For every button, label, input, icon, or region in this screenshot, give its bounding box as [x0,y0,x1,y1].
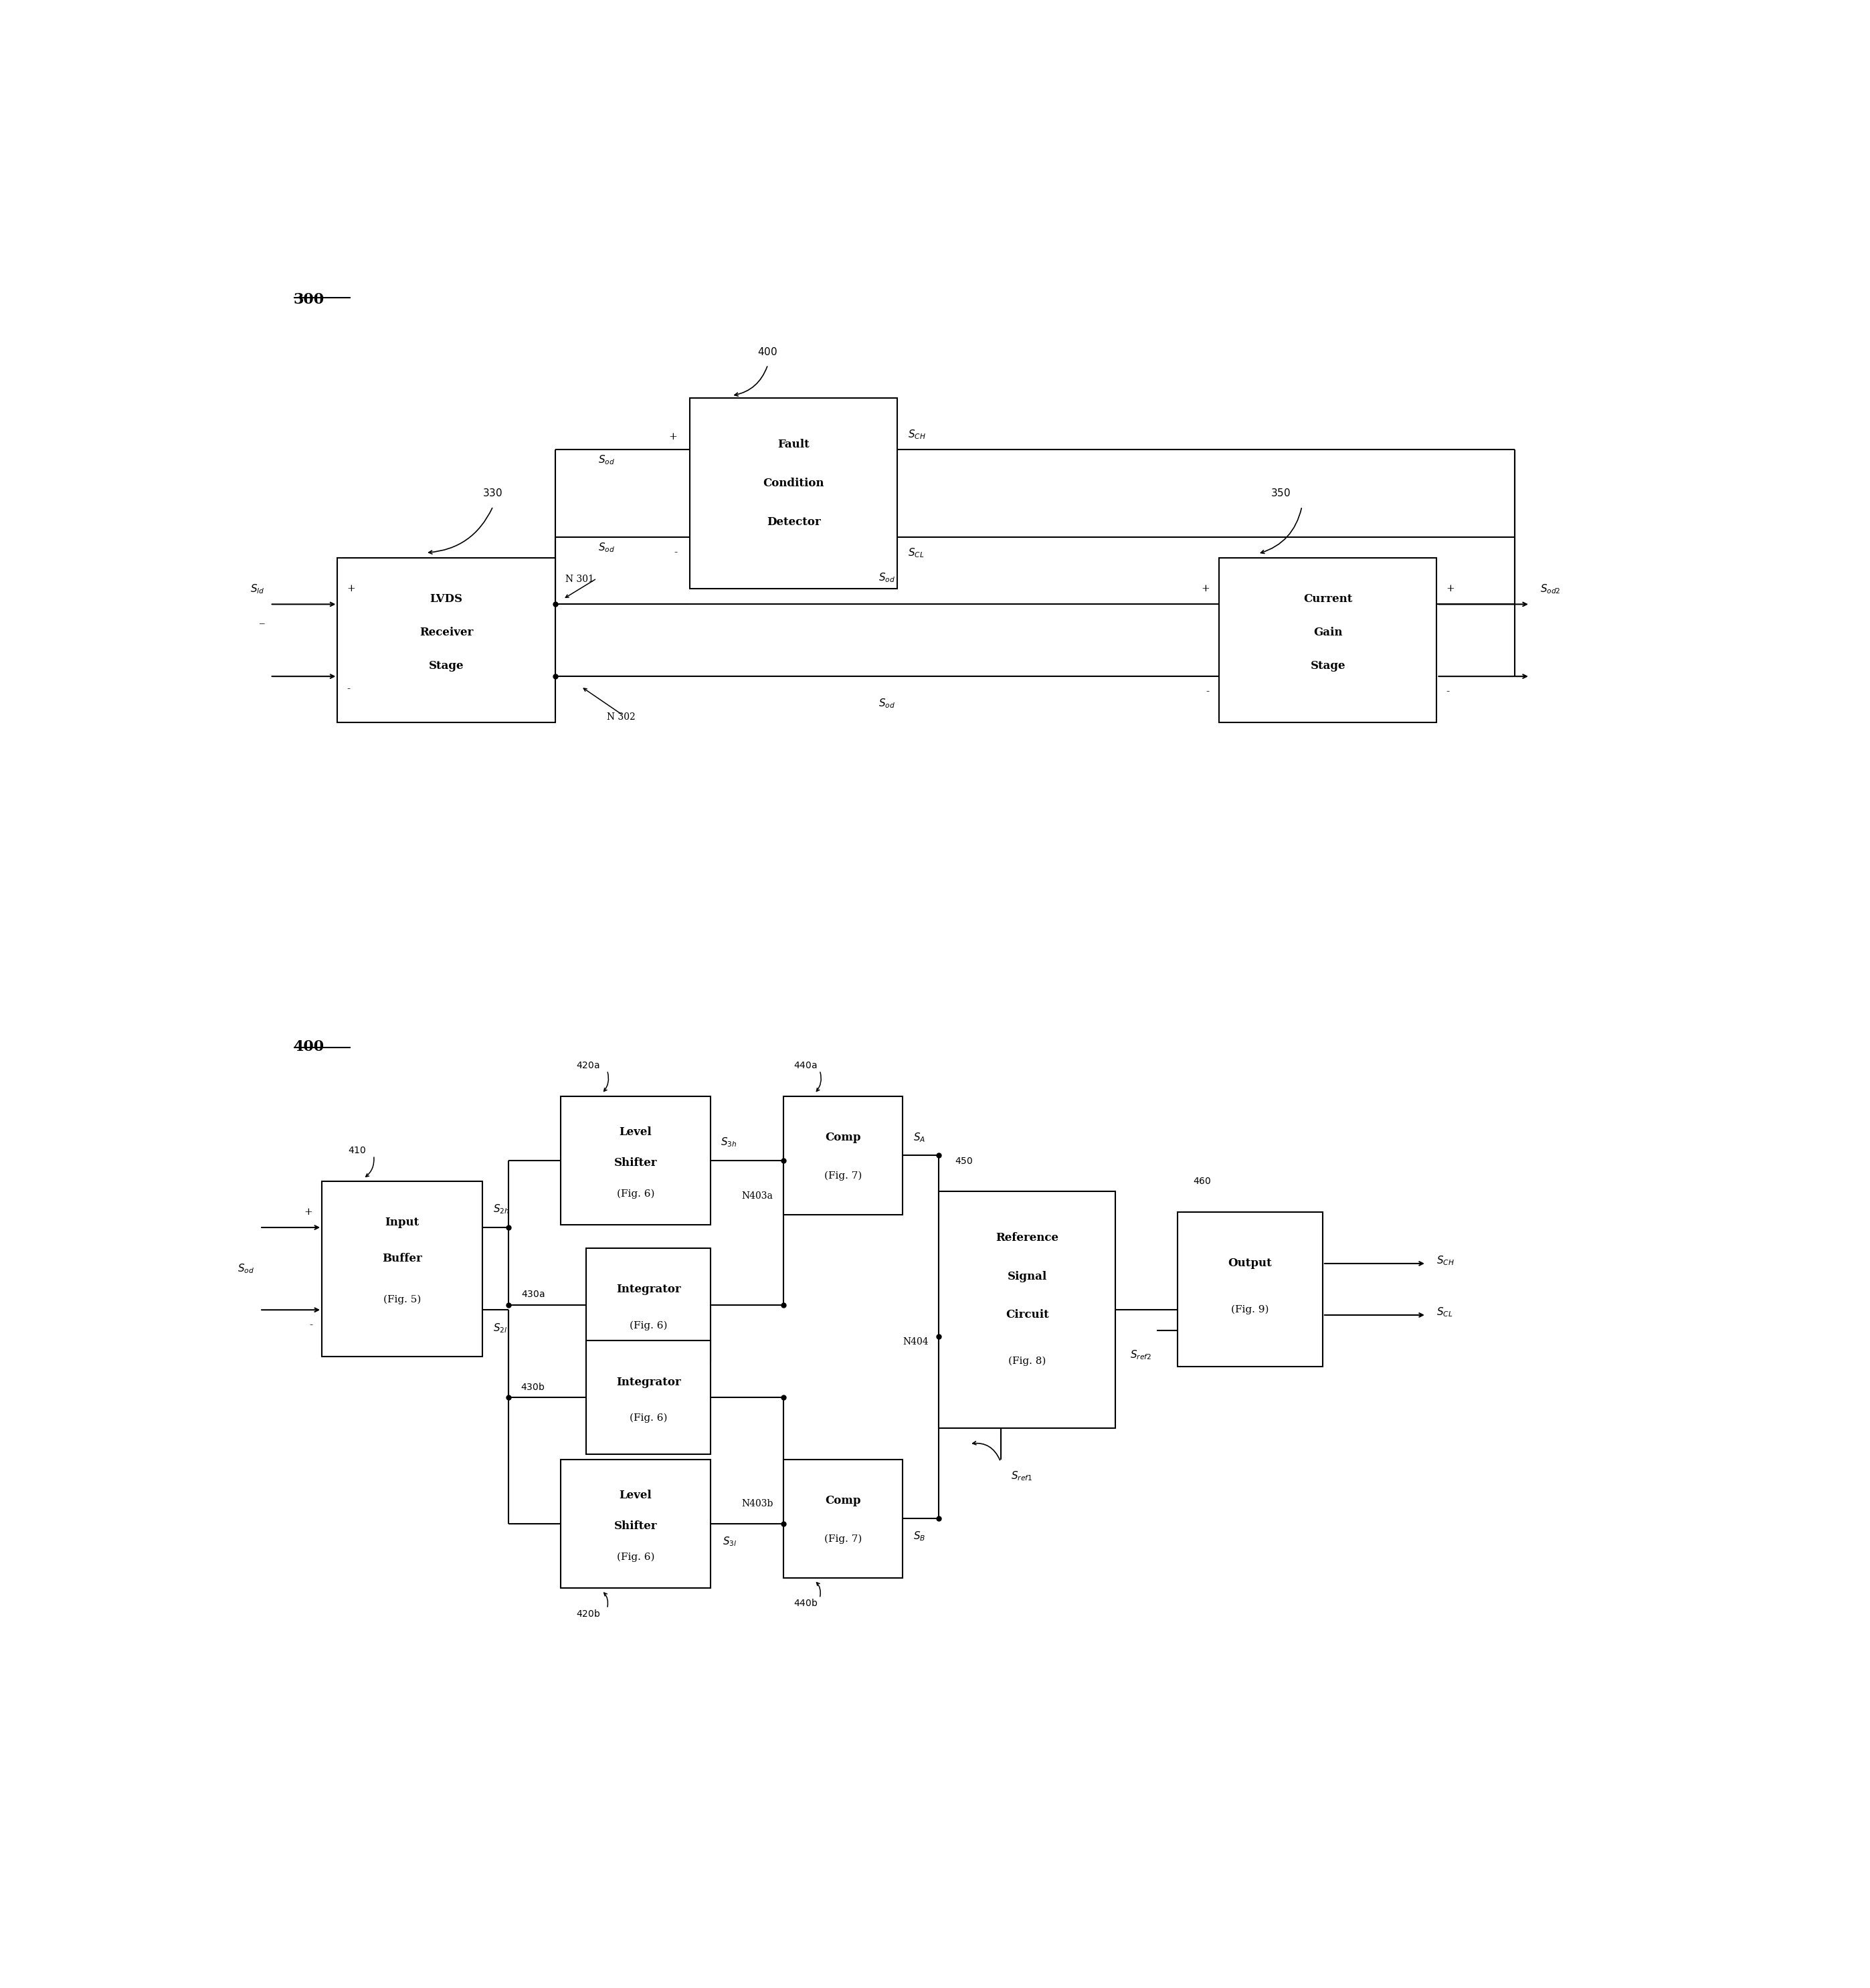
Text: -: - [1446,688,1449,696]
Text: N 301: N 301 [565,575,595,584]
Text: $S_{od}$: $S_{od}$ [237,1262,254,1274]
Text: +: + [1446,584,1455,594]
Text: $S_{CL}$: $S_{CL}$ [907,547,924,559]
Text: $S_{od}$: $S_{od}$ [598,541,615,555]
Text: $\mathsf{460}$: $\mathsf{460}$ [1193,1177,1212,1187]
Text: Shifter: Shifter [613,1157,656,1169]
Text: (Fig. 5): (Fig. 5) [383,1294,421,1304]
Text: $\mathsf{330}$: $\mathsf{330}$ [482,487,503,499]
Text: Comp: Comp [825,1495,860,1507]
Text: N403a: N403a [742,1191,772,1201]
Text: (Fig. 6): (Fig. 6) [617,1553,654,1563]
Text: (Fig. 7): (Fig. 7) [825,1535,862,1545]
Bar [561,1459,711,1588]
Text: (Fig. 7): (Fig. 7) [825,1171,862,1181]
Text: $S_{CH}$: $S_{CH}$ [907,427,926,441]
Text: Buffer: Buffer [381,1252,423,1264]
Bar [1178,1213,1322,1366]
Text: $S_{CL}$: $S_{CL}$ [1436,1306,1453,1318]
Text: $S_{CH}$: $S_{CH}$ [1436,1254,1455,1266]
Bar [939,1191,1115,1427]
Text: Integrator: Integrator [617,1376,681,1388]
Text: $\mathsf{420b}$: $\mathsf{420b}$ [576,1608,600,1618]
Text: (Fig. 9): (Fig. 9) [1230,1304,1270,1314]
Text: $S_B$: $S_B$ [913,1531,926,1543]
Text: +: + [305,1207,312,1217]
Text: $\mathsf{440a}$: $\mathsf{440a}$ [793,1062,817,1070]
Text: $\mathsf{440b}$: $\mathsf{440b}$ [793,1598,819,1608]
Text: +: + [669,431,677,441]
Text: Current: Current [1303,592,1352,604]
Text: Input: Input [385,1217,419,1229]
Bar [690,398,898,588]
Bar [322,1181,482,1356]
Text: N403b: N403b [741,1499,772,1509]
Text: $S_{od}$: $S_{od}$ [879,698,896,710]
Text: $\mathsf{420a}$: $\mathsf{420a}$ [576,1062,600,1070]
Text: Output: Output [1229,1258,1272,1268]
Text: N404: N404 [903,1338,929,1346]
Text: -: - [1206,688,1210,696]
Text: Reference: Reference [995,1233,1058,1242]
Bar [587,1248,711,1362]
Text: (Fig. 6): (Fig. 6) [617,1189,654,1199]
Text: Level: Level [619,1127,653,1137]
Text: $S_{3l}$: $S_{3l}$ [722,1535,737,1549]
Text: $S_{od}$: $S_{od}$ [598,453,615,467]
Text: (Fig. 6): (Fig. 6) [630,1413,668,1423]
Bar [1219,559,1436,724]
Text: Gain: Gain [1313,626,1343,638]
Text: 400: 400 [294,1040,324,1054]
Text: Level: Level [619,1489,653,1501]
Text: $S_{ref 1}$: $S_{ref 1}$ [1012,1469,1032,1483]
Text: LVDS: LVDS [430,592,462,604]
Text: $S_{od}$: $S_{od}$ [879,571,896,584]
Bar [784,1459,903,1578]
Text: $\mathsf{430b}$: $\mathsf{430b}$ [520,1382,544,1392]
Text: Stage: Stage [1311,660,1345,672]
Text: Stage: Stage [428,660,464,672]
Text: (Fig. 8): (Fig. 8) [1008,1356,1045,1366]
Text: Comp: Comp [825,1131,860,1143]
Text: -: - [309,1320,312,1330]
Text: _: _ [260,614,266,624]
Text: Receiver: Receiver [419,626,473,638]
Text: +: + [1201,584,1210,594]
Text: $S_{ref 2}$: $S_{ref 2}$ [1129,1348,1152,1362]
Text: $\mathsf{400}$: $\mathsf{400}$ [757,346,778,358]
Text: Shifter: Shifter [613,1521,656,1533]
Text: $S_{3h}$: $S_{3h}$ [720,1137,737,1149]
Text: Integrator: Integrator [617,1284,681,1294]
Bar [784,1095,903,1215]
Text: +: + [346,584,355,594]
Text: $\mathsf{350}$: $\mathsf{350}$ [1272,487,1290,499]
Text: $S_{ld}$: $S_{ld}$ [251,582,266,594]
Bar [337,559,555,724]
Text: $\mathsf{410}$: $\mathsf{410}$ [348,1145,367,1155]
Text: Fault: Fault [778,439,810,449]
Text: -: - [346,684,350,694]
Text: -: - [673,549,677,557]
Text: $S_{2l}$: $S_{2l}$ [494,1322,507,1334]
Text: $S_A$: $S_A$ [913,1131,926,1143]
Text: N 302: N 302 [608,712,636,722]
Text: $\mathsf{450}$: $\mathsf{450}$ [954,1157,972,1165]
Text: $S_{od2}$: $S_{od2}$ [1541,582,1561,594]
Text: $\mathsf{430a}$: $\mathsf{430a}$ [522,1290,544,1298]
Text: Condition: Condition [763,477,825,489]
Text: (Fig. 6): (Fig. 6) [630,1320,668,1330]
Text: Detector: Detector [767,517,821,527]
Bar [561,1095,711,1225]
Text: Circuit: Circuit [1006,1310,1049,1320]
Text: Signal: Signal [1008,1270,1047,1282]
Text: $S_{2h}$: $S_{2h}$ [494,1203,509,1217]
Text: 300: 300 [294,292,324,308]
Bar [587,1340,711,1453]
